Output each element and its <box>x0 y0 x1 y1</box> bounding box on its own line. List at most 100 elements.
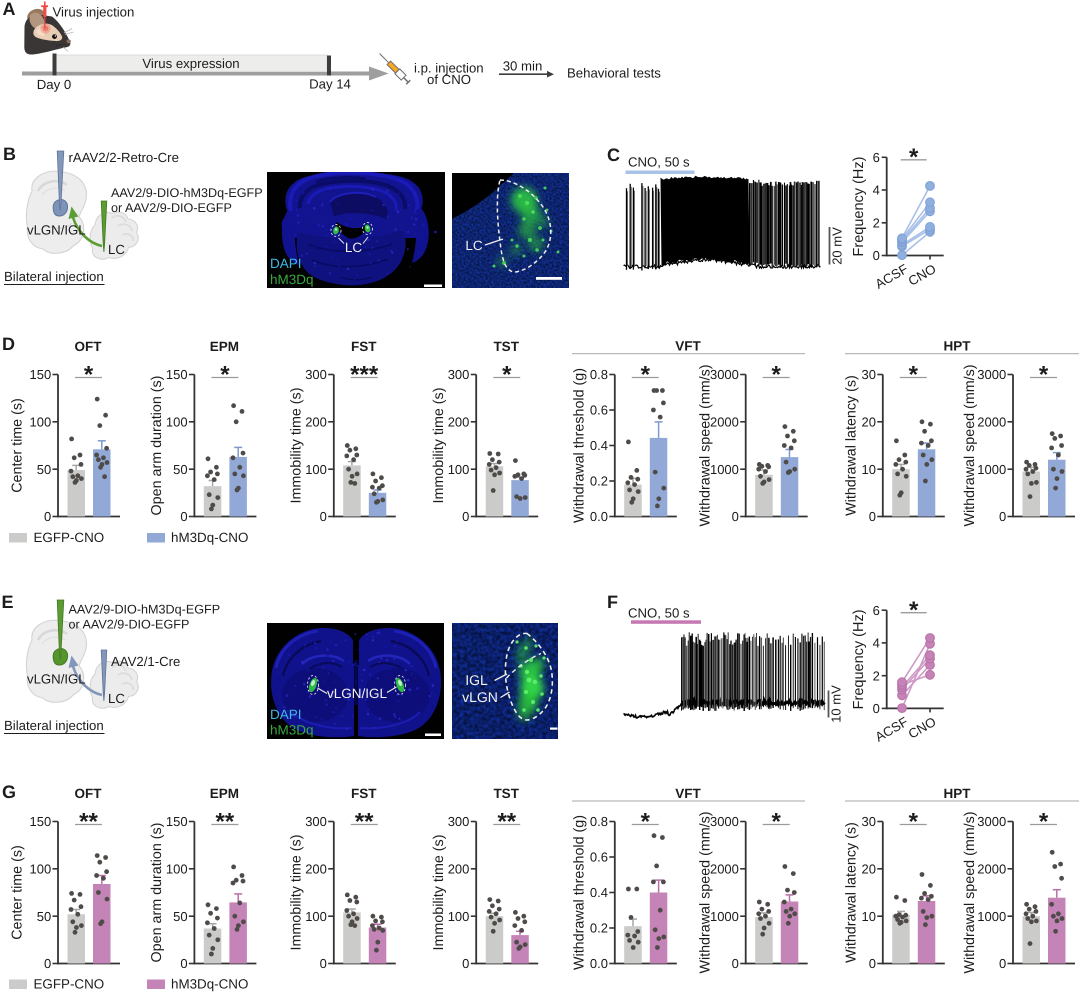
svg-text:100: 100 <box>29 414 51 429</box>
svg-text:300: 300 <box>305 814 327 829</box>
svg-text:EPM: EPM <box>210 339 239 354</box>
svg-text:1000: 1000 <box>710 909 739 924</box>
svg-text:0: 0 <box>999 509 1006 524</box>
svg-text:0.6: 0.6 <box>590 403 608 418</box>
svg-text:150: 150 <box>29 814 51 829</box>
svg-text:Withdrawal threshold (g): Withdrawal threshold (g) <box>571 368 587 523</box>
svg-text:or AAV2/9-DIO-EGFP: or AAV2/9-DIO-EGFP <box>111 201 232 215</box>
svg-text:100: 100 <box>166 414 188 429</box>
svg-text:Center time (s): Center time (s) <box>10 398 26 493</box>
svg-text:Withdrawal speed (mm/s): Withdrawal speed (mm/s) <box>962 811 978 973</box>
svg-text:200: 200 <box>305 861 327 876</box>
svg-text:FST: FST <box>351 786 377 801</box>
svg-text:Frequency (Hz): Frequency (Hz) <box>851 609 867 709</box>
svg-text:Withdrawal speed (mm/s): Withdrawal speed (mm/s) <box>697 364 713 526</box>
svg-text:*: * <box>502 362 512 389</box>
svg-text:20 mV: 20 mV <box>830 227 845 265</box>
svg-text:Immobility time (s): Immobility time (s) <box>431 388 447 504</box>
svg-text:IGL: IGL <box>465 672 488 688</box>
svg-text:2000: 2000 <box>710 414 739 429</box>
svg-text:100: 100 <box>305 909 327 924</box>
svg-text:Immobility time (s): Immobility time (s) <box>289 835 305 951</box>
svg-text:3000: 3000 <box>977 367 1006 382</box>
svg-text:Withdrawal speed (mm/s): Withdrawal speed (mm/s) <box>962 364 978 526</box>
svg-text:TST: TST <box>493 339 519 354</box>
svg-text:*: * <box>1039 809 1049 836</box>
svg-text:B: B <box>3 144 16 164</box>
svg-text:30 min: 30 min <box>503 59 543 74</box>
svg-text:100: 100 <box>29 861 51 876</box>
svg-text:300: 300 <box>305 367 327 382</box>
svg-text:E: E <box>2 592 14 612</box>
svg-text:OFT: OFT <box>75 786 103 801</box>
svg-text:Withdrawal latency (s): Withdrawal latency (s) <box>844 822 860 963</box>
svg-text:D: D <box>2 334 15 354</box>
svg-text:0: 0 <box>732 509 739 524</box>
svg-text:hM3Dq-CNO: hM3Dq-CNO <box>171 977 248 992</box>
svg-text:200: 200 <box>448 414 470 429</box>
svg-text:1000: 1000 <box>710 462 739 477</box>
svg-text:VFT: VFT <box>675 339 701 354</box>
svg-text:LC: LC <box>108 691 125 706</box>
svg-text:Virus expression: Virus expression <box>142 56 239 71</box>
svg-text:vLGN/IGL: vLGN/IGL <box>27 672 86 687</box>
svg-text:LC: LC <box>108 242 125 257</box>
svg-text:50: 50 <box>37 462 51 477</box>
svg-text:or AAV2/9-DIO-EGFP: or AAV2/9-DIO-EGFP <box>69 618 190 632</box>
svg-text:Open arm duration (s): Open arm duration (s) <box>149 376 165 516</box>
svg-text:2: 2 <box>873 668 880 683</box>
svg-text:Center time (s): Center time (s) <box>10 845 26 940</box>
svg-text:*: * <box>84 362 94 389</box>
svg-text:hM3Dq: hM3Dq <box>270 272 314 287</box>
svg-text:150: 150 <box>29 367 51 382</box>
svg-text:of CNO: of CNO <box>427 72 471 87</box>
svg-text:Withdrawal threshold (g): Withdrawal threshold (g) <box>571 815 587 970</box>
svg-text:300: 300 <box>448 367 470 382</box>
svg-text:2000: 2000 <box>977 861 1006 876</box>
svg-text:Withdrawal speed (mm/s): Withdrawal speed (mm/s) <box>697 811 713 973</box>
svg-text:30: 30 <box>862 814 876 829</box>
svg-text:*: * <box>909 809 919 836</box>
svg-text:0.0: 0.0 <box>590 956 608 971</box>
svg-text:Behavioral tests: Behavioral tests <box>567 66 661 81</box>
svg-text:200: 200 <box>448 861 470 876</box>
svg-text:0: 0 <box>869 509 876 524</box>
svg-text:**: ** <box>497 809 516 836</box>
svg-text:150: 150 <box>166 367 188 382</box>
svg-text:3000: 3000 <box>977 814 1006 829</box>
svg-text:10 mV: 10 mV <box>828 685 843 723</box>
svg-text:hM3Dq-CNO: hM3Dq-CNO <box>171 530 248 545</box>
svg-text:0: 0 <box>999 956 1006 971</box>
svg-text:0.0: 0.0 <box>590 509 608 524</box>
svg-text:Bilateral injection: Bilateral injection <box>4 718 104 733</box>
svg-text:CNO, 50 s: CNO, 50 s <box>628 606 690 621</box>
svg-text:Immobility time (s): Immobility time (s) <box>431 835 447 951</box>
svg-text:0.8: 0.8 <box>590 367 608 382</box>
svg-text:AAV2/9-DIO-hM3Dq-EGFP: AAV2/9-DIO-hM3Dq-EGFP <box>69 603 221 617</box>
svg-text:0: 0 <box>44 509 51 524</box>
svg-text:0: 0 <box>44 956 51 971</box>
svg-text:Bilateral injection: Bilateral injection <box>4 269 104 284</box>
svg-text:1000: 1000 <box>977 909 1006 924</box>
svg-text:0: 0 <box>462 509 469 524</box>
svg-text:rAAV2/2-Retro-Cre: rAAV2/2-Retro-Cre <box>69 150 179 165</box>
svg-text:100: 100 <box>448 909 470 924</box>
svg-text:*: * <box>641 362 651 389</box>
svg-text:vLGN/IGL: vLGN/IGL <box>327 686 388 701</box>
svg-text:2: 2 <box>873 215 880 230</box>
svg-text:**: ** <box>216 809 235 836</box>
svg-text:C: C <box>607 145 620 165</box>
svg-text:AAV2/1-Cre: AAV2/1-Cre <box>111 654 180 669</box>
svg-text:1000: 1000 <box>977 462 1006 477</box>
svg-text:*: * <box>909 144 919 171</box>
svg-text:F: F <box>607 592 618 612</box>
svg-text:OFT: OFT <box>75 339 103 354</box>
svg-text:0: 0 <box>873 248 880 263</box>
svg-text:300: 300 <box>448 814 470 829</box>
svg-text:0: 0 <box>320 509 327 524</box>
svg-text:Virus injection: Virus injection <box>53 5 135 20</box>
svg-text:0.8: 0.8 <box>590 814 608 829</box>
svg-text:*: * <box>220 362 230 389</box>
svg-text:LC: LC <box>465 238 483 253</box>
svg-text:0: 0 <box>873 701 880 716</box>
